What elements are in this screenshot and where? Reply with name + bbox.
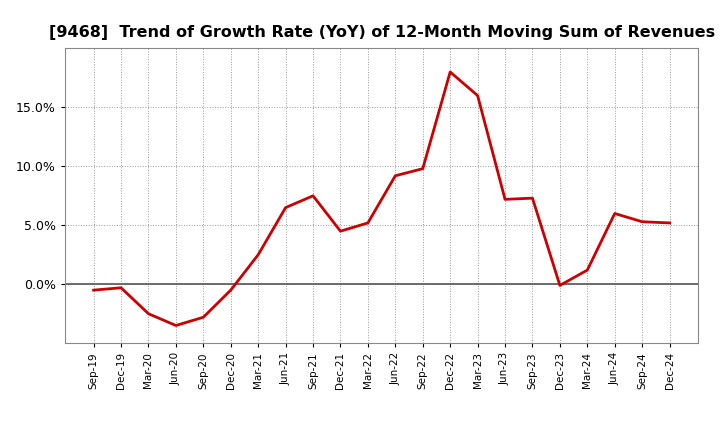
Title: [9468]  Trend of Growth Rate (YoY) of 12-Month Moving Sum of Revenues: [9468] Trend of Growth Rate (YoY) of 12-… — [48, 25, 715, 40]
